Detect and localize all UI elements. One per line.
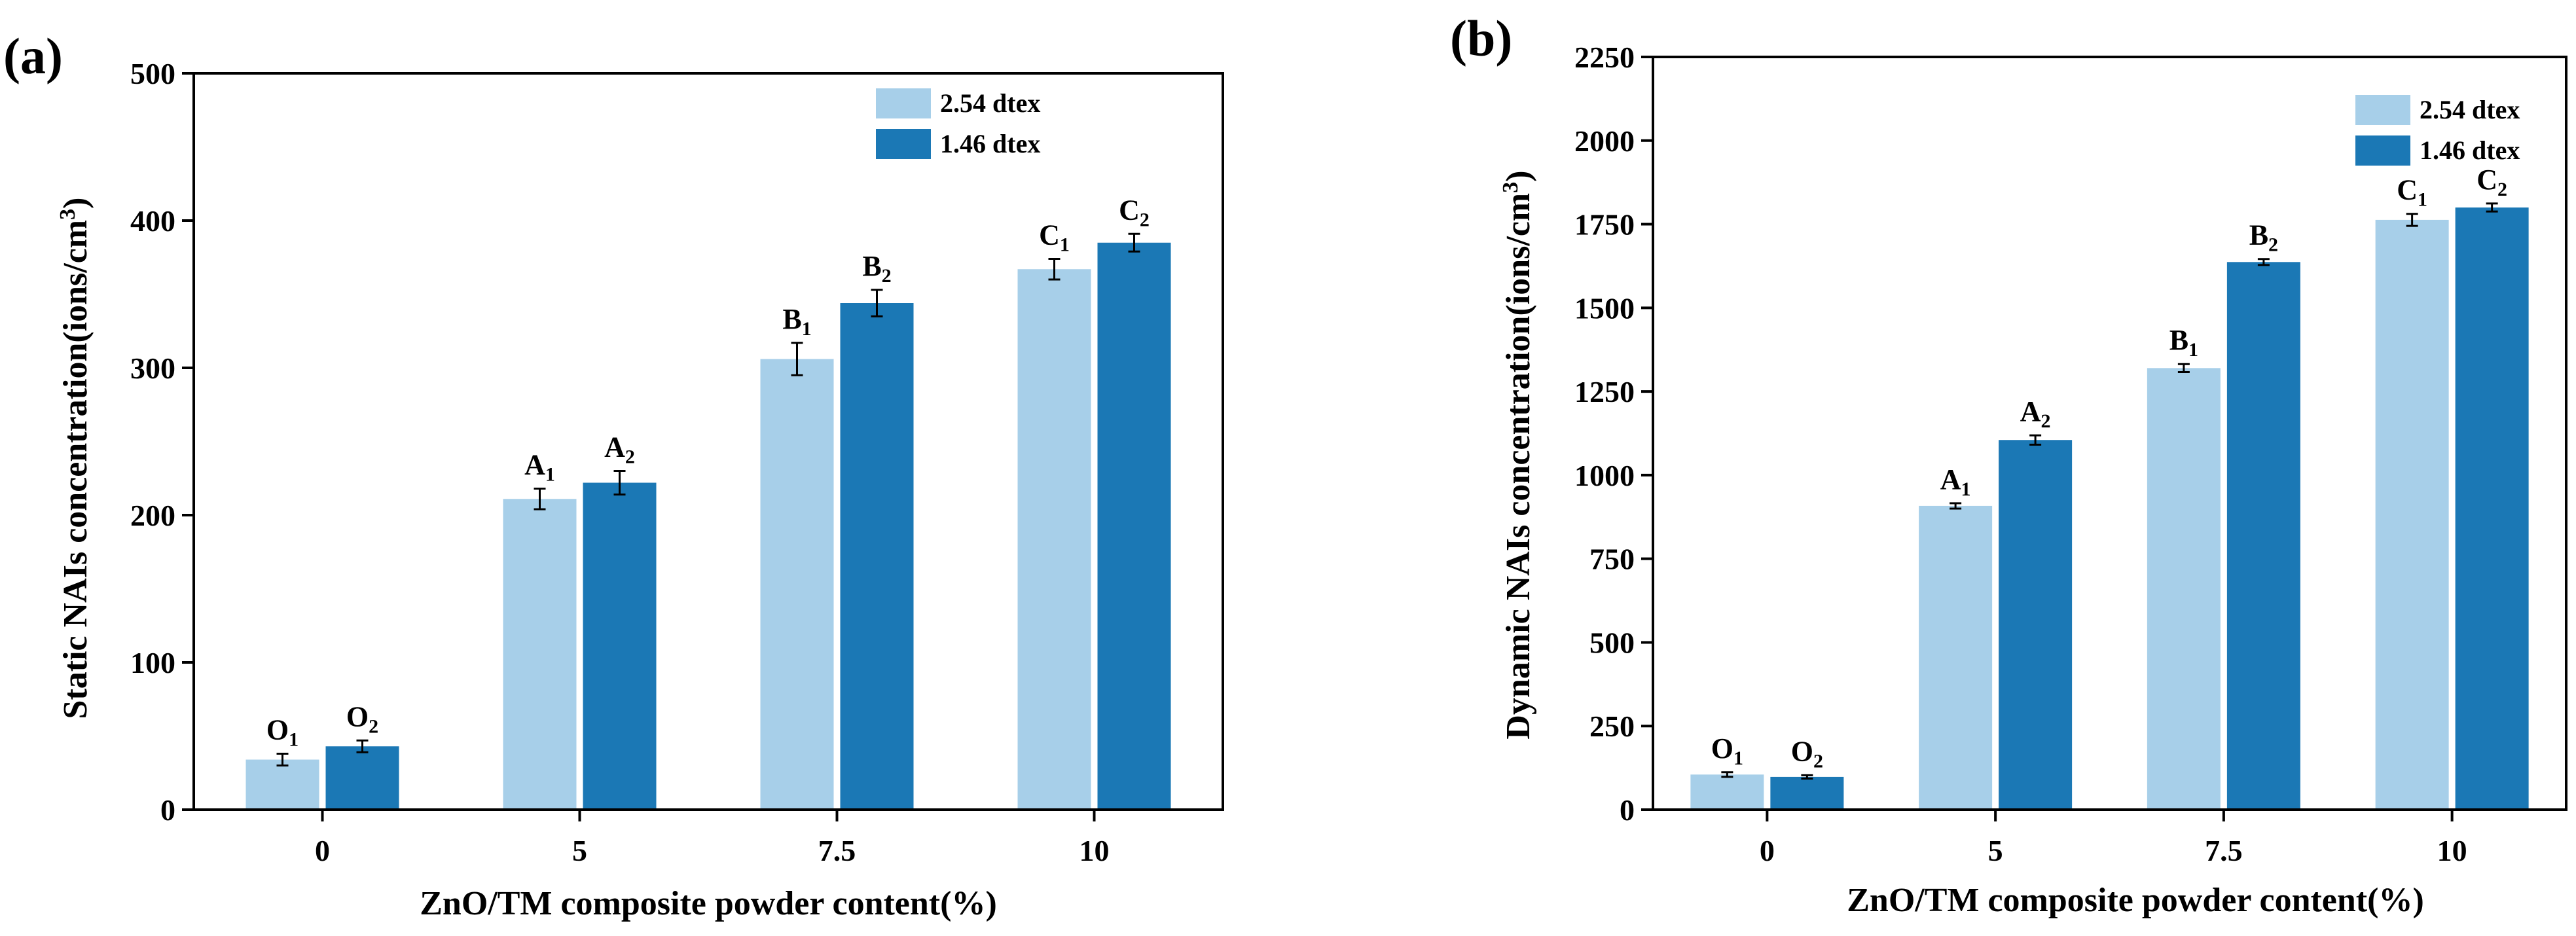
bar-1-46-dtex-10 (2455, 207, 2529, 810)
bar-label: O2 (346, 700, 378, 737)
bar-2-54-dtex-10 (2375, 219, 2449, 810)
panel-b: (b) Dynamic NAIs concentration(ions/cm3)… (1450, 10, 2567, 919)
bar-2-54-dtex-0 (1690, 774, 1764, 810)
bar-1-46-dtex-7-5 (2226, 262, 2300, 810)
error-bar (356, 739, 369, 753)
error-bar (534, 488, 546, 511)
bar-1-46-dtex-0 (325, 746, 399, 810)
error-bar (1950, 502, 1962, 510)
panel-b-ytick-label: 1250 (1574, 375, 1635, 408)
legend-swatch-1-46-dtex (2355, 135, 2410, 166)
panel-a-y-ticks: 0 100 200 300 400 500 (130, 57, 175, 827)
error-bar (1801, 774, 1813, 780)
panel-b-xtick-label: 10 (2437, 834, 2467, 867)
panel-a-ytick-label: 0 (160, 793, 175, 827)
legend-label-1-46-dtex: 1.46 dtex (2420, 135, 2520, 165)
panel-b-ytick-label: 2000 (1574, 124, 1635, 158)
bar-2-54-dtex-10 (1017, 269, 1091, 810)
bar-2-54-dtex-7-5 (760, 359, 834, 810)
panel-a-bars: O1 A1 B1 C1 O2 A2 B2 C2 (245, 194, 1171, 810)
error-bar (791, 342, 803, 376)
panel-a-y-axis-title: Static NAIs concentration(ions/cm3) (56, 198, 94, 719)
panel-b-ytick-label: 1750 (1574, 208, 1635, 242)
panel-a-ytick-label: 100 (130, 646, 175, 679)
error-bar (2177, 363, 2190, 373)
panel-b-y-ticks: 0 250 500 750 1000 1250 1500 1750 2000 2… (1574, 41, 1635, 827)
bar-1-46-dtex-5 (583, 482, 657, 810)
panel-a-x-axis-title: ZnO/TM composite powder content(%) (420, 885, 997, 922)
panel-a-xtick-label: 5 (572, 834, 587, 867)
panel-a-ytick-label: 400 (130, 204, 175, 238)
legend-label-2-54-dtex: 2.54 dtex (2420, 95, 2520, 124)
error-bar (2486, 202, 2498, 213)
bar-2-54-dtex-5 (503, 499, 577, 810)
bar-label: C2 (1119, 194, 1150, 230)
panel-a-label: (a) (3, 27, 63, 84)
panel-b-ytick-label: 250 (1589, 710, 1635, 743)
bar-1-46-dtex-0 (1770, 776, 1844, 810)
panel-b-xtick-label: 7.5 (2205, 834, 2243, 867)
panel-a-ytick-label: 500 (130, 57, 175, 90)
panel-a-ytick-label: 300 (130, 351, 175, 385)
error-bar (2257, 258, 2270, 266)
legend-label-1-46-dtex: 1.46 dtex (940, 129, 1040, 158)
bar-2-54-dtex-0 (245, 759, 319, 810)
panel-b-xtick-label: 0 (1760, 834, 1775, 867)
error-bar (2029, 434, 2042, 446)
bar-label: C1 (1039, 219, 1070, 256)
panel-b-ytick-label: 750 (1589, 543, 1635, 576)
error-bar (871, 289, 883, 317)
bar-label: O2 (1791, 735, 1823, 772)
panel-b-y-axis-title: Dynamic NAIs concentration(ions/cm3) (1498, 170, 1537, 739)
panel-b-xtick-label: 5 (1988, 834, 2003, 867)
panel-a-ytick-label: 200 (130, 499, 175, 532)
panel-b-bars: O1 A1 B1 C1 O2 A2 B2 C2 (1690, 164, 2529, 810)
bar-label: A1 (1940, 463, 1971, 500)
panel-a-xtick-label: 0 (315, 834, 330, 867)
bar-1-46-dtex-5 (1999, 440, 2073, 810)
panel-b-ytick-label: 500 (1589, 626, 1635, 659)
error-bar (2406, 213, 2418, 227)
bar-label: B1 (782, 303, 811, 340)
legend-label-2-54-dtex: 2.54 dtex (940, 88, 1040, 118)
error-bar (1048, 258, 1061, 281)
panel-b-x-ticks: 0 5 7.5 10 (1760, 834, 2467, 867)
legend-swatch-1-46-dtex (876, 129, 931, 159)
error-bar (1721, 771, 1733, 778)
panel-b-ytick-label: 1500 (1574, 291, 1635, 325)
panel-a-xtick-label: 7.5 (818, 834, 856, 867)
panel-a-x-ticks: 0 5 7.5 10 (315, 834, 1110, 867)
bar-label: A2 (604, 431, 635, 468)
panel-b-legend: 2.54 dtex 1.46 dtex (2355, 95, 2520, 166)
error-bar (1128, 232, 1140, 253)
panel-b-ytick-label: 2250 (1574, 41, 1635, 74)
bar-label: B1 (2169, 324, 2198, 361)
panel-a-xtick-label: 10 (1079, 834, 1110, 867)
panel-b-plot-frame (1652, 56, 2567, 811)
legend-swatch-2-54-dtex (2355, 95, 2410, 125)
bar-1-46-dtex-7-5 (840, 303, 914, 810)
bar-label: O1 (266, 714, 299, 751)
bar-label: C2 (2476, 164, 2507, 200)
error-bar (613, 470, 626, 495)
bar-label: A2 (2020, 395, 2051, 432)
bar-2-54-dtex-5 (1919, 505, 1993, 810)
panel-b-label: (b) (1450, 10, 1512, 67)
panel-a: (a) Static NAIs concentration(ions/cm3) … (3, 27, 1224, 922)
bar-label: B2 (2249, 219, 2278, 256)
bar-label: O1 (1711, 732, 1743, 769)
panel-b-ytick-label: 1000 (1574, 459, 1635, 492)
bar-label: A1 (524, 449, 555, 486)
bar-1-46-dtex-10 (1097, 242, 1171, 810)
panel-a-plot-frame (192, 72, 1224, 811)
bar-label: B2 (862, 250, 891, 287)
bar-label: C1 (2397, 174, 2427, 211)
bar-2-54-dtex-7-5 (2147, 368, 2221, 810)
panel-a-legend: 2.54 dtex 1.46 dtex (876, 88, 1040, 159)
panel-b-x-axis-title: ZnO/TM composite powder content(%) (1847, 882, 2424, 919)
panel-b-ytick-label: 0 (1620, 793, 1635, 827)
error-bar (276, 753, 289, 766)
legend-swatch-2-54-dtex (876, 88, 931, 118)
